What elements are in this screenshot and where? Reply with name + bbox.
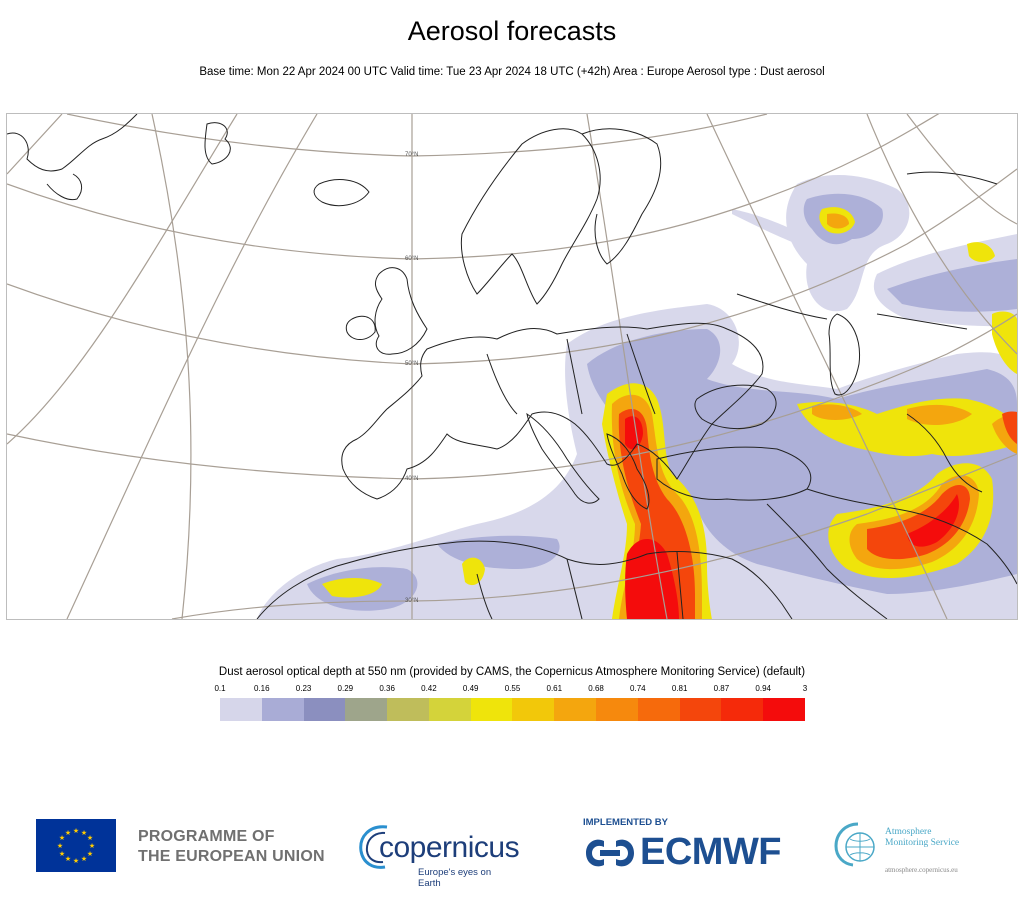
lat-label-60: 60°N xyxy=(405,256,418,262)
eu-text-line2: THE EUROPEAN UNION xyxy=(138,848,325,865)
colorbar-tick-label: 0.49 xyxy=(462,684,479,693)
implemented-by-label: IMPLEMENTED BY xyxy=(583,817,668,828)
colorbar-cell xyxy=(387,698,429,721)
colorbar-cell xyxy=(763,698,805,721)
eu-text-line1: PROGRAMME OF xyxy=(138,828,275,845)
svg-text:★: ★ xyxy=(89,842,95,850)
eu-flag-icon: ★ ★ ★ ★ ★ ★ ★ ★ ★ ★ ★ ★ xyxy=(36,819,116,872)
svg-text:★: ★ xyxy=(57,842,63,850)
ecmwf-symbol-icon xyxy=(586,839,634,867)
colorbar-ticks: 0.1 0.16 0.23 0.29 0.36 0.42 0.49 0.55 0.61 0.68 0… xyxy=(214,684,808,696)
lat-label-30: 30°N xyxy=(405,598,418,604)
colorbar-tick-label: 0.42 xyxy=(421,684,437,693)
colorbar-tick-label: 0.94 xyxy=(755,684,771,693)
colorbar-tick-label: 0.16 xyxy=(253,684,270,693)
lat-label-40: 40°N xyxy=(405,476,418,482)
copernicus-logo: copernicus Europe's eyes on Earth xyxy=(355,819,520,889)
colorbar-tick-label: 0.74 xyxy=(630,684,646,693)
colorbar-cell xyxy=(345,698,388,721)
ams-name: Atmosphere Monitoring Service xyxy=(885,827,959,849)
ams-globe-icon xyxy=(834,822,875,867)
ecmwf-word: ECMWF xyxy=(640,831,782,873)
ams-line1: Atmosphere xyxy=(885,827,932,837)
colorbar-cell xyxy=(637,698,680,721)
copernicus-tagline: Europe's eyes on Earth xyxy=(418,867,492,889)
lat-label-70: 70°N xyxy=(405,152,418,158)
page-subtitle: Base time: Mon 22 Apr 2024 00 UTC Valid … xyxy=(199,66,825,78)
colorbar-cell xyxy=(470,698,513,721)
colorbar-cell xyxy=(721,698,764,721)
svg-text:★: ★ xyxy=(81,855,87,863)
page-title: Aerosol forecasts xyxy=(407,16,617,46)
logo-strip: ★ ★ ★ ★ ★ ★ ★ ★ ★ ★ ★ ★ PROGRAMME OF THE EUROPEA… xyxy=(0,805,1024,895)
colorbar-tick-label: 0.29 xyxy=(337,684,354,693)
colorbar-tick-label: 0.1 xyxy=(214,684,226,693)
copernicus-word: copernicus xyxy=(379,831,520,864)
colorbar-cell xyxy=(220,698,262,721)
colorbar-tick-label: 3 xyxy=(802,684,808,693)
colorbar-tick-label: 0.55 xyxy=(504,684,521,693)
eu-programme-text: PROGRAMME OF THE EUROPEAN UNION xyxy=(138,827,325,867)
svg-text:★: ★ xyxy=(73,827,79,835)
ams-url: atmosphere.copernicus.eu xyxy=(885,866,958,874)
dust-field xyxy=(257,174,1017,619)
colorbar-tick-label: 0.87 xyxy=(713,684,730,693)
svg-text:★: ★ xyxy=(87,850,93,858)
colorbar-cell xyxy=(596,698,638,721)
colorbar-tick-label: 0.61 xyxy=(546,684,563,693)
ams-logo: Atmosphere Monitoring Service atmosphere… xyxy=(833,819,983,879)
svg-text:★: ★ xyxy=(59,850,65,858)
colorbar-title: Dust aerosol optical depth at 550 nm (pr… xyxy=(218,666,806,678)
colorbar-cell xyxy=(303,698,346,721)
colorbar-tick-label: 0.68 xyxy=(588,684,604,693)
colorbar-tick-label: 0.36 xyxy=(379,684,395,693)
ams-line2: Monitoring Service xyxy=(885,838,960,848)
colorbar-cell xyxy=(261,698,304,721)
svg-text:★: ★ xyxy=(87,834,93,842)
colorbar-cell xyxy=(679,698,722,721)
copernicus-swoosh-icon xyxy=(359,825,388,869)
svg-text:★: ★ xyxy=(59,834,65,842)
svg-text:★: ★ xyxy=(65,829,71,837)
lat-label-50: 50°N xyxy=(405,361,418,367)
ecmwf-logo: ECMWF xyxy=(582,831,802,873)
graticule xyxy=(7,114,1017,619)
colorbar-cell xyxy=(512,698,555,721)
colorbar-cell xyxy=(428,698,471,721)
svg-text:★: ★ xyxy=(81,829,87,837)
dust-forecast-map: 70°N 60°N 50°N 40°N 30°N xyxy=(6,113,1018,620)
colorbar xyxy=(220,698,805,721)
colorbar-tick-label: 0.81 xyxy=(671,684,688,693)
svg-text:★: ★ xyxy=(73,857,79,865)
colorbar-tick-label: 0.23 xyxy=(295,684,312,693)
svg-text:★: ★ xyxy=(65,855,71,863)
coastlines xyxy=(7,114,1017,619)
colorbar-cell xyxy=(554,698,597,721)
